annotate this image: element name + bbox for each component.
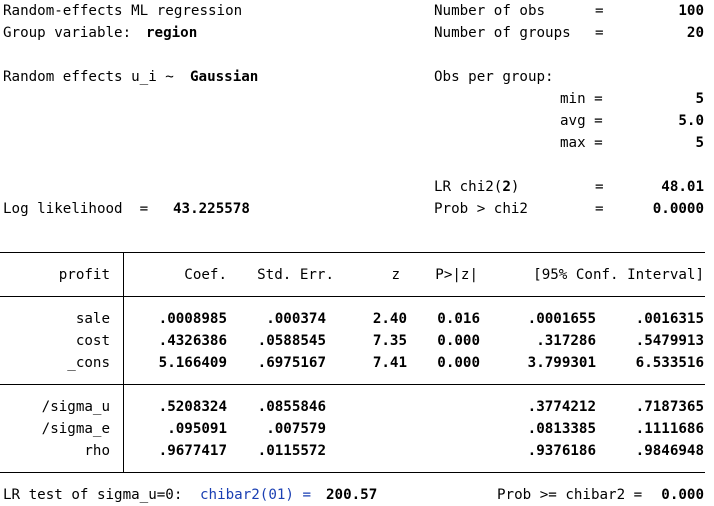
cell-ci-lower: .3774212 [527, 399, 596, 415]
row-name: sale [75, 311, 110, 327]
table-header-rule [0, 296, 705, 297]
lr-test-label: LR test of sigma_u=0: [3, 487, 183, 503]
cell-ci-lower: .317286 [536, 333, 596, 349]
group-variable-label: Group variable: [3, 25, 132, 41]
row-name: cost [75, 333, 110, 349]
lr-chi2-label: LR chi2(2) [434, 176, 519, 198]
col-header-stderr: Std. Err. [257, 267, 334, 283]
avg-value: 5.0 [678, 113, 704, 129]
col-header-z: z [391, 267, 400, 283]
cell-ci-upper: .7187365 [635, 399, 704, 415]
table-top-rule [0, 252, 705, 253]
col-header-pvalue: P>|z| [435, 267, 478, 283]
min-value: 5 [695, 91, 704, 107]
cell-stderr: .007579 [266, 421, 326, 437]
min-label: min = [560, 91, 603, 107]
random-effects-distribution: Gaussian [190, 69, 259, 85]
cell-ci-lower: 3.799301 [527, 355, 596, 371]
ngroups-value: 20 [686, 25, 704, 41]
cell-ci-upper: .1111686 [635, 421, 704, 437]
max-label: max = [560, 135, 603, 151]
cell-pvalue: 0.000 [437, 333, 480, 349]
table-column-divider [123, 252, 124, 472]
table-section-rule [0, 384, 705, 385]
cell-pvalue: 0.016 [437, 311, 480, 327]
group-variable-value: region [146, 25, 198, 41]
cell-stderr: .000374 [266, 311, 326, 327]
prob-chibar2-value: 0.000 [661, 487, 704, 503]
prob-chi2-value: 0.0000 [652, 201, 704, 217]
lr-chi2-label-pre: LR chi2( [434, 179, 503, 195]
cell-coef: .095091 [167, 421, 227, 437]
cell-coef: .0008985 [158, 311, 227, 327]
prob-chi2-label: Prob > chi2 [434, 201, 528, 217]
ngroups-label: Number of groups [434, 25, 571, 41]
cell-coef: .5208324 [158, 399, 227, 415]
row-name: /sigma_u [41, 399, 110, 415]
cell-stderr: .0855846 [257, 399, 326, 415]
nobs-equals: = [595, 3, 604, 19]
cell-coef: .4326386 [158, 333, 227, 349]
max-value: 5 [695, 135, 704, 151]
cell-ci-upper: .5479913 [635, 333, 704, 349]
lr-chi2-df: 2 [502, 179, 511, 195]
row-name: _cons [67, 355, 110, 371]
col-header-depvar: profit [58, 267, 110, 283]
cell-ci-upper: 6.533516 [635, 355, 704, 371]
table-bottom-rule [0, 472, 705, 473]
lr-chi2-equals: = [595, 179, 604, 195]
row-name: /sigma_e [41, 421, 110, 437]
cell-coef: .9677417 [158, 443, 227, 459]
cell-ci-lower: .9376186 [527, 443, 596, 459]
cell-ci-lower: .0813385 [527, 421, 596, 437]
obs-per-group-label: Obs per group: [434, 69, 554, 85]
cell-stderr: .0115572 [257, 443, 326, 459]
lr-chi2-value: 48.01 [661, 179, 704, 195]
model-title: Random-effects ML regression [3, 3, 243, 19]
random-effects-label: Random effects u_i ~ [3, 69, 174, 85]
col-header-coef: Coef. [184, 267, 227, 283]
nobs-label: Number of obs [434, 3, 546, 19]
cell-stderr: .6975167 [257, 355, 326, 371]
cell-ci-upper: .0016315 [635, 311, 704, 327]
lr-chi2-label-post: ) [510, 179, 520, 195]
chibar2-value: 200.57 [326, 487, 378, 503]
cell-z: 7.41 [372, 355, 407, 371]
prob-chibar2-label: Prob >= chibar2 = [497, 487, 643, 503]
chibar2-link[interactable]: chibar2(01) = [200, 487, 312, 503]
cell-z: 7.35 [372, 333, 407, 349]
cell-pvalue: 0.000 [437, 355, 480, 371]
prob-chi2-equals: = [595, 201, 604, 217]
cell-z: 2.40 [372, 311, 407, 327]
cell-ci-upper: .9846948 [635, 443, 704, 459]
cell-ci-lower: .0001655 [527, 311, 596, 327]
avg-label: avg = [560, 113, 603, 129]
nobs-value: 100 [678, 3, 704, 19]
log-likelihood-label: Log likelihood = [3, 201, 149, 217]
cell-stderr: .0588545 [257, 333, 326, 349]
log-likelihood-value: 43.225578 [173, 201, 250, 217]
col-header-conf-interval: [95% Conf. Interval] [533, 267, 704, 283]
ngroups-equals: = [595, 25, 604, 41]
cell-coef: 5.166409 [158, 355, 227, 371]
row-name: rho [84, 443, 110, 459]
